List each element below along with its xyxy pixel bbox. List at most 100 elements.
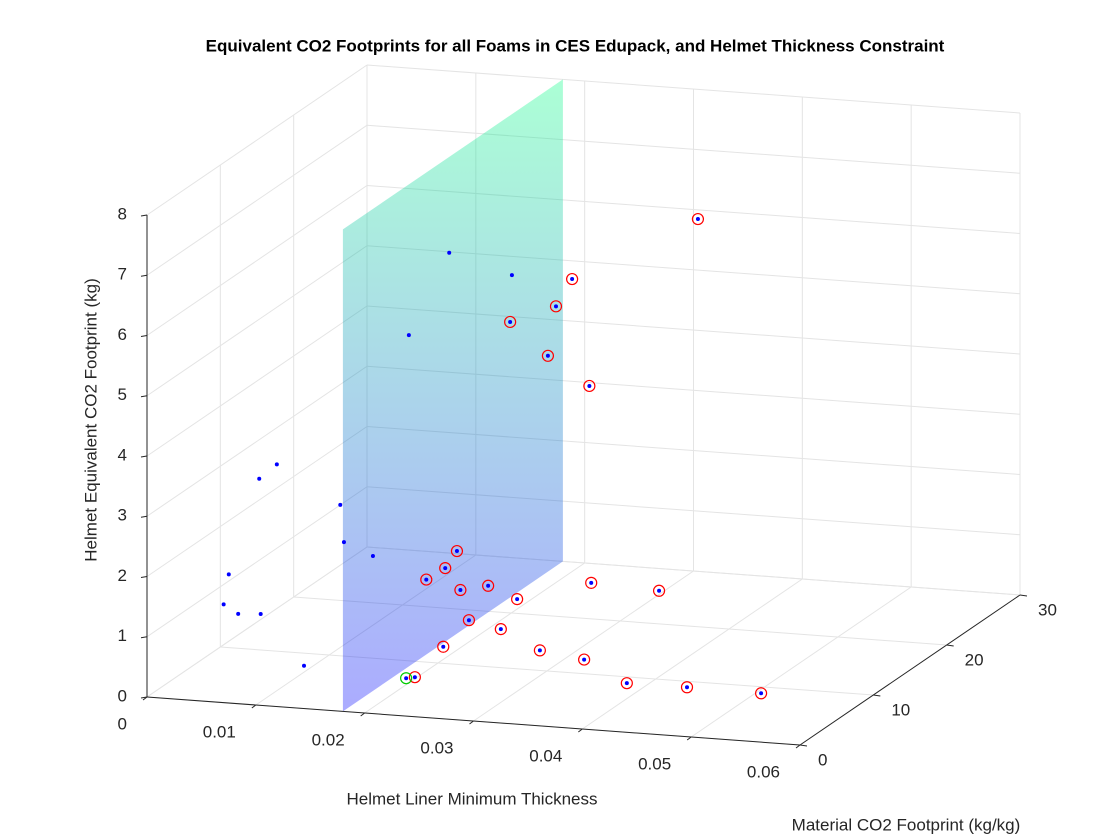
data-point bbox=[498, 627, 503, 632]
data-point bbox=[537, 648, 542, 653]
highlight-circle bbox=[652, 584, 666, 597]
highlight-circle bbox=[541, 349, 555, 362]
data-point bbox=[624, 681, 629, 686]
highlight-circle bbox=[620, 677, 633, 690]
z-tick-label: 6 bbox=[118, 325, 127, 344]
y-tick bbox=[946, 644, 954, 647]
z-tick-label: 2 bbox=[118, 566, 127, 585]
z-tick bbox=[140, 455, 148, 458]
axes: 0 0.01 0.02 0.03 0.04 0.05 0.06 0 10 20 30 0 1 2 3 4 5 6 7… bbox=[118, 204, 1057, 781]
x-tick-label: 0.05 bbox=[638, 754, 671, 773]
x-tick bbox=[795, 744, 801, 749]
z-tick-label: 0 bbox=[118, 686, 127, 705]
grid-line bbox=[366, 124, 1021, 174]
data-point bbox=[424, 577, 429, 582]
x-tick-label: 0.01 bbox=[203, 722, 236, 741]
data-point bbox=[447, 250, 452, 255]
y-axis-label: Material CO2 Footprint (kg/kg) bbox=[792, 815, 1021, 834]
x-tick bbox=[469, 720, 474, 725]
highlight-circle bbox=[583, 379, 596, 393]
highlight-circle bbox=[408, 671, 421, 684]
grid-line bbox=[690, 586, 912, 738]
highlight-circle bbox=[504, 315, 517, 329]
data-point bbox=[587, 383, 592, 388]
z-tick-label: 7 bbox=[118, 265, 127, 284]
highlight-circle bbox=[494, 623, 507, 636]
highlight-circle bbox=[454, 583, 467, 597]
z-axis-label: Helmet Equivalent CO2 Footprint (kg) bbox=[81, 278, 100, 561]
data-point bbox=[545, 353, 550, 358]
grid-line bbox=[146, 245, 368, 397]
marks bbox=[221, 212, 768, 700]
data-point bbox=[466, 618, 471, 623]
data-point bbox=[226, 572, 231, 577]
data-point bbox=[443, 566, 448, 571]
grid-line bbox=[146, 486, 368, 638]
highlight-circle bbox=[533, 644, 546, 657]
x-tick-label: 0 bbox=[118, 714, 127, 733]
y-tick bbox=[873, 694, 881, 697]
highlight-circle bbox=[549, 300, 563, 313]
grid-line bbox=[146, 305, 368, 457]
grid-line bbox=[146, 365, 368, 517]
grid-line bbox=[146, 546, 368, 698]
data-point bbox=[657, 588, 662, 593]
z-tick bbox=[140, 395, 148, 398]
data-point bbox=[412, 675, 417, 680]
grid-line bbox=[146, 426, 368, 577]
highlight-circle bbox=[400, 672, 413, 685]
y-tick-label: 30 bbox=[1038, 600, 1057, 619]
z-tick bbox=[140, 214, 148, 217]
z-tick-label: 3 bbox=[118, 506, 127, 525]
data-point bbox=[404, 676, 409, 681]
highlight-circle bbox=[578, 653, 591, 666]
data-point bbox=[341, 540, 346, 545]
grid-line bbox=[582, 578, 803, 730]
grid-line bbox=[146, 124, 368, 276]
z-tick-label: 5 bbox=[118, 385, 127, 404]
z-tick bbox=[140, 274, 148, 277]
y-axis-line bbox=[799, 594, 1021, 746]
highlight-circle bbox=[482, 579, 495, 592]
data-point bbox=[454, 549, 459, 554]
data-point bbox=[258, 611, 263, 616]
x-tick bbox=[686, 736, 692, 741]
highlight-circle bbox=[566, 272, 579, 286]
z-tick bbox=[140, 335, 148, 337]
data-point bbox=[441, 644, 446, 649]
highlight-circle bbox=[691, 212, 705, 226]
z-tick bbox=[140, 636, 148, 639]
highlight-circle bbox=[680, 681, 694, 694]
y-tick bbox=[799, 744, 808, 747]
x-tick bbox=[578, 728, 583, 733]
data-point bbox=[221, 602, 226, 607]
y-tick-label: 0 bbox=[818, 750, 827, 769]
highlight-circle bbox=[437, 640, 450, 653]
highlight-circle bbox=[420, 573, 433, 586]
z-tick bbox=[140, 576, 148, 578]
highlight-circle bbox=[462, 614, 476, 627]
z-tick bbox=[140, 515, 148, 518]
x-tick-label: 0.04 bbox=[529, 746, 562, 765]
z-tick-label: 8 bbox=[118, 204, 127, 223]
data-point bbox=[236, 611, 241, 616]
data-point bbox=[515, 597, 520, 602]
grid-line bbox=[146, 185, 368, 336]
data-point bbox=[582, 657, 587, 662]
z-tick bbox=[140, 696, 148, 699]
data-point bbox=[458, 588, 463, 593]
data-point bbox=[406, 333, 411, 338]
data-point bbox=[509, 273, 514, 278]
x-tick bbox=[360, 712, 365, 717]
data-point bbox=[370, 554, 375, 559]
data-point bbox=[508, 319, 513, 324]
constraint-plane bbox=[342, 79, 563, 712]
z-tick-label: 1 bbox=[118, 626, 127, 645]
data-point bbox=[570, 277, 575, 282]
data-point bbox=[486, 583, 491, 588]
y-tick-label: 10 bbox=[891, 700, 910, 719]
highlight-circle bbox=[585, 576, 598, 589]
grid-line bbox=[366, 64, 1021, 114]
chart-title: Equivalent CO2 Footprints for all Foams … bbox=[206, 36, 945, 55]
